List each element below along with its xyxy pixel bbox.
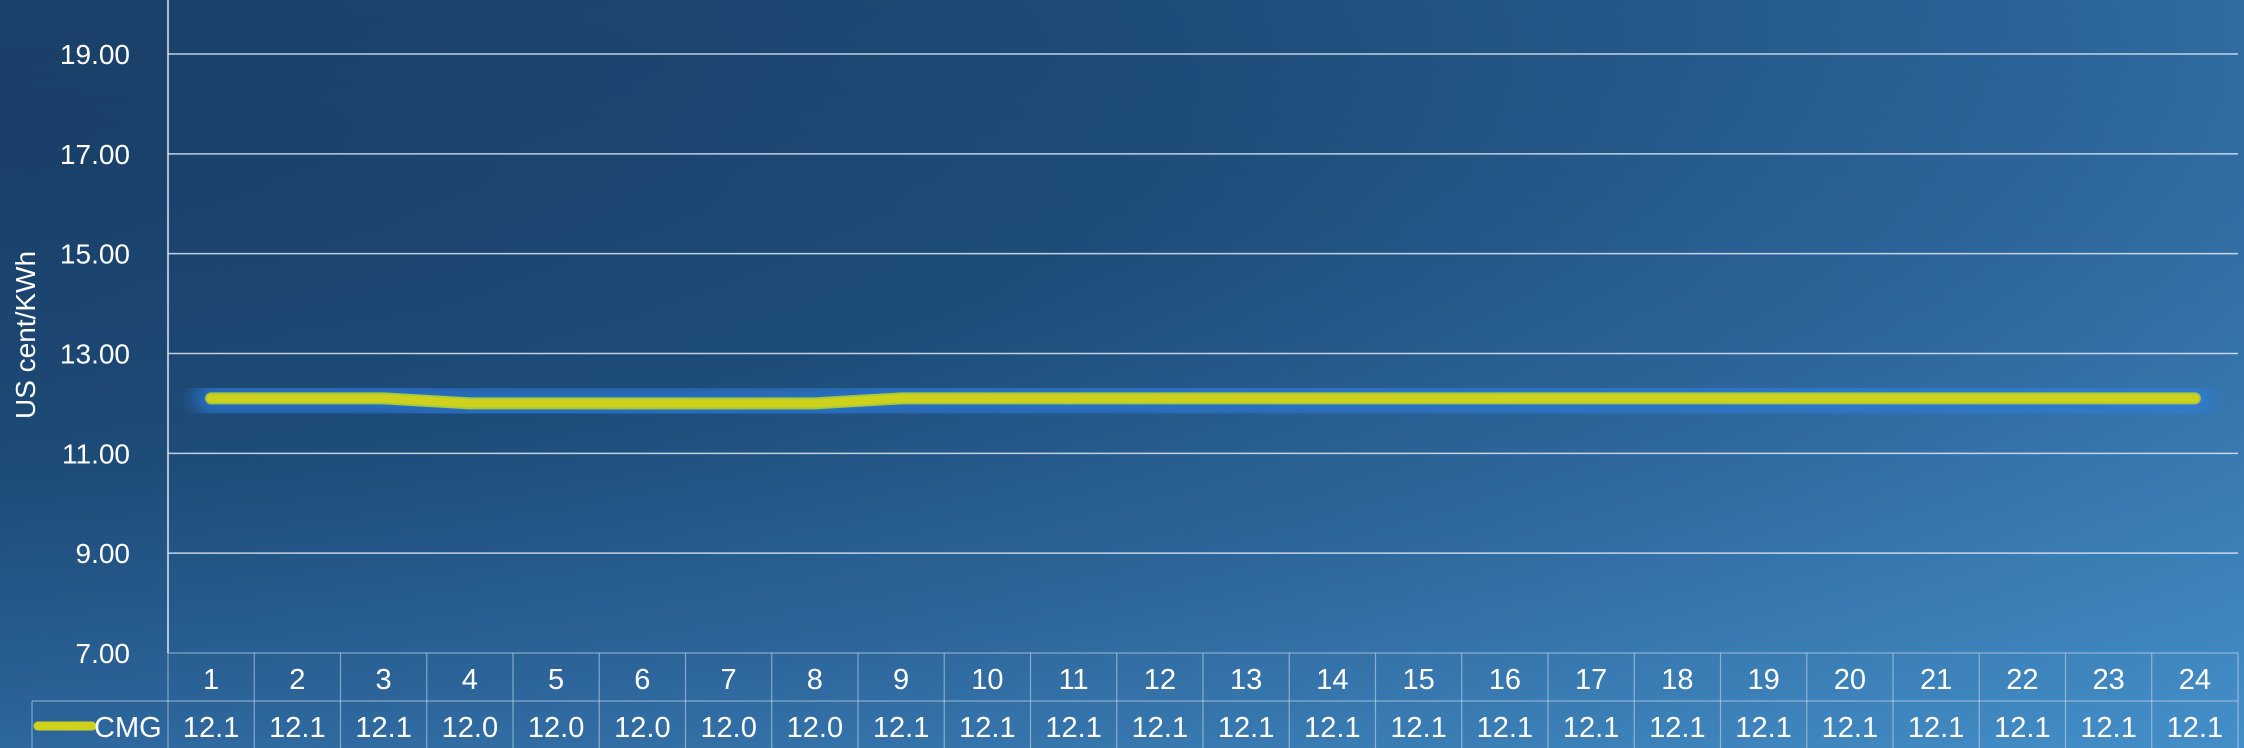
- data-point: [465, 399, 474, 408]
- data-point: [810, 399, 819, 408]
- data-table-value: 12.0: [614, 712, 670, 744]
- series-line-cmg: [207, 394, 2199, 408]
- x-category-label: 20: [1834, 664, 1866, 696]
- data-point: [638, 399, 647, 408]
- data-point: [1932, 394, 1941, 403]
- x-category-label: 6: [634, 664, 650, 696]
- data-point: [2190, 394, 2199, 403]
- data-table-value: 12.1: [1994, 712, 2050, 744]
- data-point: [207, 394, 216, 403]
- data-table-value: 12.1: [1822, 712, 1878, 744]
- data-point: [1069, 394, 1078, 403]
- data-table-value: 12.0: [700, 712, 756, 744]
- x-category-label: 14: [1316, 664, 1348, 696]
- x-category-label: 3: [376, 664, 392, 696]
- data-point: [1155, 394, 1164, 403]
- data-table-value: 12.1: [2167, 712, 2223, 744]
- y-tick-label: 13.00: [60, 339, 130, 370]
- data-point: [2018, 394, 2027, 403]
- y-tick-label: 15.00: [60, 239, 130, 270]
- x-category-label: 16: [1489, 664, 1521, 696]
- data-table-value: 12.1: [1132, 712, 1188, 744]
- y-tick-label: 17.00: [60, 139, 130, 170]
- y-axis-label: US cent/KWh: [10, 251, 41, 419]
- x-category-label: 8: [807, 664, 823, 696]
- data-table-value: 12.1: [1390, 712, 1446, 744]
- gridlines: [167, 0, 2238, 653]
- x-category-label: 23: [2092, 664, 2124, 696]
- x-category-label: 13: [1230, 664, 1262, 696]
- x-category-label: 15: [1402, 664, 1434, 696]
- data-point: [983, 394, 992, 403]
- data-point: [293, 394, 302, 403]
- x-category-label: 2: [289, 664, 305, 696]
- x-category-label: 22: [2006, 664, 2038, 696]
- data-table-value: 12.0: [528, 712, 584, 744]
- data-point: [1500, 394, 1509, 403]
- data-table-value: 12.1: [1477, 712, 1533, 744]
- data-point: [1759, 394, 1768, 403]
- x-category-label: 1: [203, 664, 219, 696]
- data-table: 1 2 3 4 5 6 7 8 9 10 11 12 13 14 15 16 17 18 19 20 21 22 23 24C…: [31, 652, 2239, 748]
- data-point: [2104, 394, 2113, 403]
- x-category-label: 21: [1920, 664, 1952, 696]
- data-table-value: 12.1: [1563, 712, 1619, 744]
- y-tick-label: 7.00: [76, 638, 131, 669]
- y-tick-label: 19.00: [60, 39, 130, 70]
- data-point: [1414, 394, 1423, 403]
- data-point: [1242, 394, 1251, 403]
- x-category-label: 24: [2179, 664, 2211, 696]
- x-category-label: 19: [1747, 664, 1779, 696]
- data-table-value: 12.1: [1304, 712, 1360, 744]
- x-category-label: 4: [462, 664, 478, 696]
- x-category-label: 7: [721, 664, 737, 696]
- data-table-value: 12.1: [1045, 712, 1101, 744]
- data-table-value: 12.1: [873, 712, 929, 744]
- data-point: [1328, 394, 1337, 403]
- legend-series-name: CMG: [94, 712, 162, 744]
- x-category-label: 17: [1575, 664, 1607, 696]
- x-category-label: 18: [1661, 664, 1693, 696]
- x-category-label: 5: [548, 664, 564, 696]
- x-category-label: 12: [1144, 664, 1176, 696]
- data-point: [1587, 394, 1596, 403]
- x-category-label: 9: [893, 664, 909, 696]
- data-point: [724, 399, 733, 408]
- x-category-label: 11: [1059, 664, 1089, 696]
- y-tick-label: 11.00: [62, 438, 130, 469]
- y-axis: 7.00 9.00 11.00 13.00 15.00 17.00 19.00: [60, 39, 130, 669]
- data-table-value: 12.0: [442, 712, 498, 744]
- data-table-value: 12.1: [1649, 712, 1705, 744]
- data-table-value: 12.1: [269, 712, 325, 744]
- x-category-label: 10: [971, 664, 1003, 696]
- data-table-value: 12.1: [183, 712, 239, 744]
- data-table-value: 12.1: [355, 712, 411, 744]
- data-table-value: 12.1: [1908, 712, 1964, 744]
- data-point: [897, 394, 906, 403]
- data-table-value: 12.1: [2080, 712, 2136, 744]
- data-table-value: 12.1: [1218, 712, 1274, 744]
- data-point: [1845, 394, 1854, 403]
- data-point: [379, 394, 388, 403]
- y-tick-label: 9.00: [76, 538, 131, 569]
- data-table-value: 12.1: [1735, 712, 1791, 744]
- data-table-value: 12.0: [787, 712, 843, 744]
- data-table-value: 12.1: [959, 712, 1015, 744]
- data-point: [552, 399, 561, 408]
- series-layer: [194, 381, 2212, 421]
- data-point: [1673, 394, 1682, 403]
